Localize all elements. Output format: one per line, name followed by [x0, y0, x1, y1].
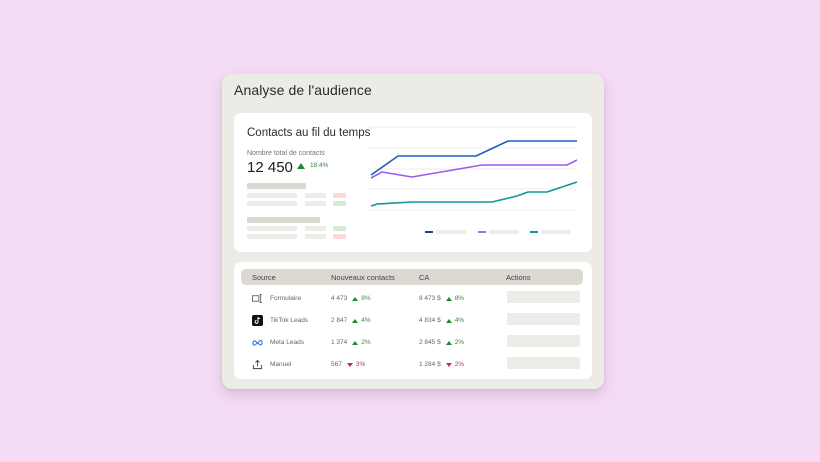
row-action-button[interactable] [507, 291, 580, 303]
revenue-value: 4 834 $ [419, 317, 441, 324]
contacts-chart-card: Contacts au fil du temps Nombre total de… [234, 113, 592, 252]
skeleton-badge-positive [333, 201, 346, 206]
source-name: Meta Leads [270, 339, 304, 346]
meta-icon [252, 337, 263, 348]
skeleton-heading [247, 183, 306, 189]
contacts-line-chart [368, 126, 578, 234]
trend-up-icon [352, 318, 359, 323]
upload-icon [252, 359, 263, 370]
table-row: Meta Leads 1 374 2% 2 845 $ 2% [234, 333, 592, 353]
trend-up-icon [352, 296, 359, 301]
new-contacts-delta: 8% [361, 295, 371, 302]
skeleton-line [247, 201, 297, 206]
legend-label-placeholder [436, 230, 466, 234]
new-contacts-cell: 2 847 4% [331, 317, 371, 324]
table-row: TikTok Leads 2 847 4% 4 834 $ 4% [234, 311, 592, 331]
legend-label-placeholder [489, 230, 519, 234]
trend-up-icon [297, 162, 305, 169]
legend-label-placeholder [541, 230, 571, 234]
new-contacts-value: 2 847 [331, 317, 348, 324]
new-contacts-value: 567 [331, 361, 342, 368]
source-name: Formulaire [270, 295, 302, 302]
revenue-delta: 8% [454, 295, 465, 302]
revenue-cell: 1 284 $ 2% [419, 361, 464, 368]
tiktok-icon [252, 315, 263, 326]
row-action-button[interactable] [507, 335, 580, 347]
chart-title: Contacts au fil du temps [247, 127, 371, 139]
line-series-2 [370, 159, 578, 179]
skeleton-line [305, 193, 326, 198]
revenue-delta: 2% [454, 361, 465, 368]
form-icon [252, 293, 263, 304]
trend-up-icon [445, 318, 452, 323]
revenue-delta: 4% [454, 317, 465, 324]
new-contacts-delta: 3% [355, 361, 366, 368]
skeleton-line [247, 234, 297, 239]
legend-swatch [478, 231, 486, 233]
skeleton-line [247, 193, 297, 198]
trend-up-icon [445, 296, 452, 301]
revenue-cell: 2 845 $ 2% [419, 339, 464, 346]
legend-swatch [425, 231, 433, 233]
audience-analysis-window: Analyse de l'audience Contacts au fil du… [222, 74, 604, 389]
new-contacts-delta: 4% [361, 317, 371, 324]
trend-up-icon [352, 340, 359, 345]
header-source: Source [252, 273, 276, 282]
row-action-button[interactable] [507, 357, 580, 369]
kpi-label: Nombre total de contacts [247, 150, 325, 157]
kpi-value: 12 450 [247, 159, 293, 176]
header-new-contacts: Nouveaux contacts [331, 273, 395, 282]
line-series-1 [370, 140, 577, 176]
skeleton-badge-negative [333, 193, 346, 198]
skeleton-line [305, 226, 326, 231]
line-series-3 [370, 181, 578, 207]
table-row: Manuel 567 3% 1 284 $ 2% [234, 355, 592, 375]
revenue-value: 1 284 $ [419, 361, 441, 368]
trend-down-icon [445, 362, 452, 367]
new-contacts-value: 1 374 [331, 339, 348, 346]
trend-up-icon [445, 340, 452, 345]
revenue-value: 2 845 $ [419, 339, 441, 346]
revenue-delta: 2% [454, 339, 465, 346]
revenue-cell: 4 834 $ 4% [419, 317, 464, 324]
skeleton-heading [247, 217, 320, 223]
kpi-delta-value: 18.4% [310, 162, 329, 169]
sources-table-card: Source Nouveaux contacts CA Actions Form… [234, 262, 592, 379]
new-contacts-value: 4 473 [331, 295, 348, 302]
skeleton-badge-positive [333, 226, 346, 231]
header-revenue: CA [419, 273, 430, 282]
skeleton-line [305, 234, 326, 239]
trend-down-icon [346, 362, 353, 367]
source-name: Manuel [270, 361, 292, 368]
skeleton-line [247, 226, 297, 231]
revenue-value: 8 473 $ [419, 295, 441, 302]
source-name: TikTok Leads [270, 317, 309, 324]
legend-swatch [530, 231, 538, 233]
page-title: Analyse de l'audience [234, 82, 372, 98]
new-contacts-cell: 1 374 2% [331, 339, 371, 346]
row-action-button[interactable] [507, 313, 580, 325]
revenue-cell: 8 473 $ 8% [419, 295, 464, 302]
new-contacts-delta: 2% [361, 339, 371, 346]
skeleton-badge-negative [333, 234, 346, 239]
table-header: Source Nouveaux contacts CA Actions [241, 269, 583, 285]
skeleton-line [305, 201, 326, 206]
new-contacts-cell: 4 473 8% [331, 295, 371, 302]
kpi-delta: 18.4% [297, 162, 328, 169]
table-row: Formulaire 4 473 8% 8 473 $ 8% [234, 289, 592, 309]
new-contacts-cell: 567 3% [331, 361, 365, 368]
header-actions: Actions [506, 273, 531, 282]
